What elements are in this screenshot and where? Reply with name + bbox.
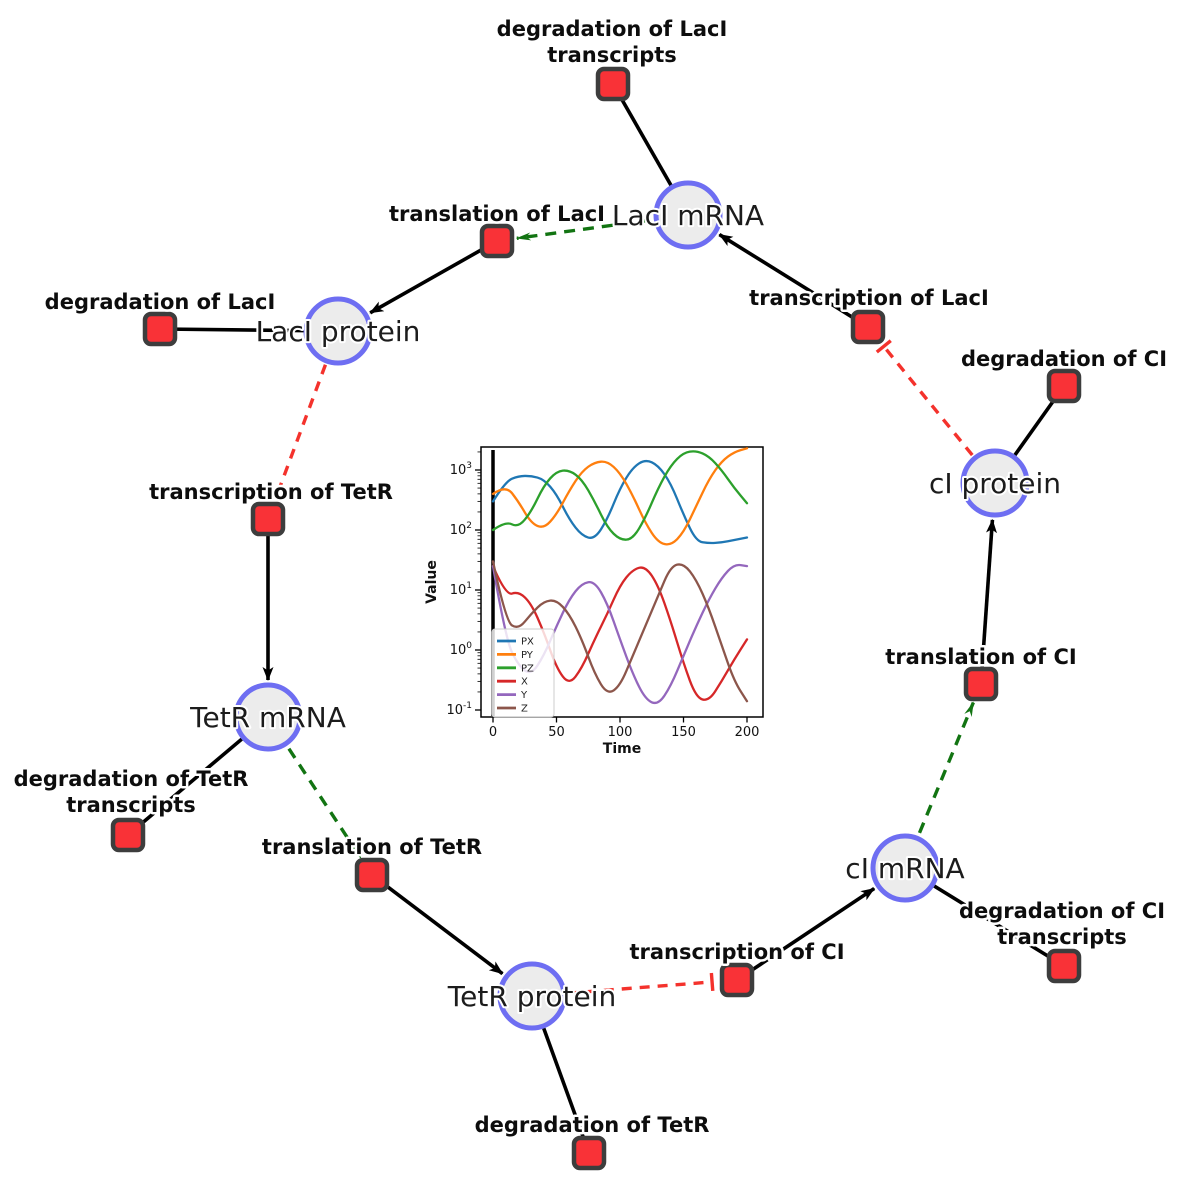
y-tick-label: 10-1 xyxy=(446,701,472,718)
reaction-label-deg_tetr_tx-line2: transcripts xyxy=(66,793,196,817)
reaction-label-transcription_ci: transcription of CI xyxy=(629,940,844,964)
reaction-label-deg_laci_tx-line2: transcripts xyxy=(547,43,677,67)
reaction-node-transcription_tetr xyxy=(250,501,286,537)
species-node-ci_mrna xyxy=(870,833,940,903)
x-tick-label: 0 xyxy=(489,725,497,740)
reaction-node-deg_laci xyxy=(142,311,178,347)
species-node-tetr_protein xyxy=(497,961,567,1031)
reaction-label-translation_ci: translation of CI xyxy=(885,645,1076,669)
edge-transcription_laci-laci_mrna xyxy=(718,233,869,329)
edge-ci_protein-transcription_laci xyxy=(875,339,997,485)
reaction-node-deg_tetr xyxy=(571,1135,607,1171)
reaction-label-deg_ci: degradation of CI xyxy=(961,347,1167,371)
edge-tetr_protein-transcription_ci xyxy=(531,972,715,998)
species-node-ci_protein xyxy=(960,448,1030,518)
species-label-tetr_mrna: TetR mRNA xyxy=(189,701,346,734)
x-tick-label: 200 xyxy=(735,725,760,740)
species-label-laci_mrna: LacI mRNA xyxy=(612,199,764,232)
reaction-node-translation_tetr xyxy=(354,857,390,893)
y-tick-label: 103 xyxy=(450,461,472,478)
x-tick-label: 150 xyxy=(671,725,696,740)
reaction-node-deg_ci xyxy=(1046,368,1082,404)
species-node-tetr_mrna xyxy=(233,682,303,752)
reaction-label-deg_laci_tx: degradation of LacI xyxy=(497,17,728,41)
legend-label-Z: Z xyxy=(521,704,528,715)
chart-curve-PZ xyxy=(491,450,749,541)
edge-translation_ci-ci_protein xyxy=(979,518,998,685)
y-axis-title: Value xyxy=(424,560,440,604)
y-tick-label: 101 xyxy=(450,581,472,598)
legend-label-Y: Y xyxy=(520,690,528,701)
reaction-label-translation_laci: translation of LacI xyxy=(389,202,605,226)
reaction-node-transcription_ci xyxy=(719,962,755,998)
chart-legend: PX PY PZ XYZ xyxy=(491,628,555,718)
reaction-node-translation_ci xyxy=(963,666,999,702)
species-node-laci_mrna xyxy=(653,180,723,250)
reaction-label-transcription_laci: transcription of LacI xyxy=(749,286,989,310)
species-label-tetr_protein: TetR protein xyxy=(447,980,616,1013)
x-axis-title: Time xyxy=(603,741,641,757)
reaction-node-deg_ci_tx xyxy=(1046,948,1082,984)
reaction-label-deg_tetr: degradation of TetR xyxy=(475,1113,710,1137)
reaction-node-transcription_laci xyxy=(850,309,886,345)
legend-label-PX: PX xyxy=(521,637,534,648)
species-node-laci_protein xyxy=(303,296,373,366)
edge-transcription_ci-ci_mrna xyxy=(736,887,876,982)
reaction-node-deg_laci_tx xyxy=(595,66,631,102)
reaction-node-deg_tetr_tx xyxy=(110,817,146,853)
reaction-label-deg_tetr_tx: degradation of TetR xyxy=(14,767,249,791)
reaction-label-deg_ci_tx-line2: transcripts xyxy=(997,925,1127,949)
reaction-label-translation_tetr: translation of TetR xyxy=(262,835,482,859)
chart-curve-X xyxy=(491,564,749,701)
nodes-layer xyxy=(110,66,1082,1171)
species-label-laci_protein: LacI protein xyxy=(256,315,421,348)
reaction-label-transcription_tetr: transcription of TetR xyxy=(149,480,393,504)
chart-curve-PY xyxy=(491,447,749,546)
legend-label-PZ: PZ xyxy=(521,663,534,674)
edge-translation_tetr-tetr_protein xyxy=(370,873,504,976)
species-label-ci_protein: cI protein xyxy=(929,467,1061,500)
x-tick-label: 50 xyxy=(548,725,565,740)
chart-curve-PX xyxy=(491,459,749,545)
edge-laci_protein-transcription_tetr xyxy=(267,330,340,501)
edge-translation_laci-laci_protein xyxy=(369,239,498,315)
y-tick-label: 102 xyxy=(450,521,472,538)
y-tick-label: 100 xyxy=(450,641,473,658)
species-label-ci_mrna: cI mRNA xyxy=(845,852,964,885)
legend-label-X: X xyxy=(521,677,528,688)
reaction-label-deg_laci: degradation of LacI xyxy=(45,290,276,314)
chart-curve-Z xyxy=(491,560,749,703)
legend-label-PY: PY xyxy=(521,650,534,661)
x-tick-label: 100 xyxy=(608,725,633,740)
labels-layer: LacI mRNA LacI protein cI protein TetR mRNA… xyxy=(11,15,1169,1140)
reaction-node-translation_laci xyxy=(479,223,515,259)
reaction-label-deg_ci_tx: degradation of CI xyxy=(959,899,1165,923)
